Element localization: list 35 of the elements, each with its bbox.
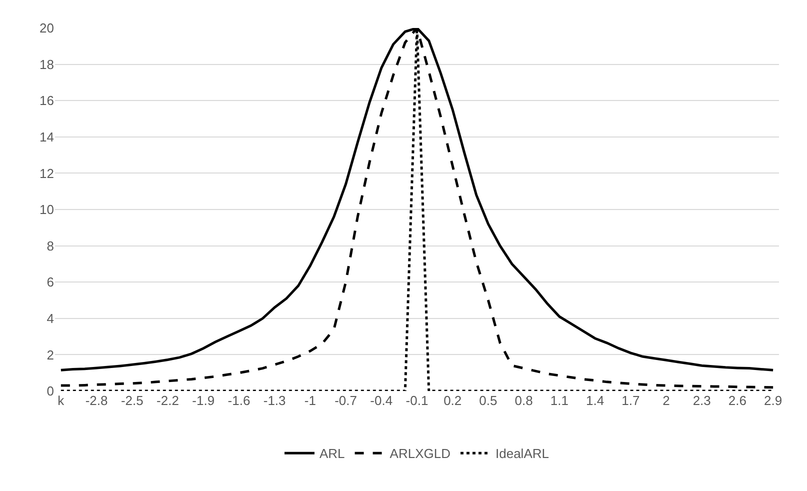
y-tick-label: 6 [46,274,54,290]
y-tick-label: 20 [40,20,54,36]
x-tick-label: -2.8 [85,393,108,408]
legend-label: ARLXGLD [390,446,450,462]
x-tick-label: -1 [304,393,316,408]
y-tick-label: 0 [46,384,54,399]
y-tick-label: 8 [46,238,54,254]
legend-label: IdealARL [496,446,549,462]
x-tick-label: 1.4 [586,393,604,408]
x-tick-label: 2 [662,393,670,408]
x-tick-label: -2.2 [156,393,179,408]
x-tick-label: -2.5 [120,393,144,408]
x-tick-label: 1.1 [550,393,568,408]
x-tick-label: 2.9 [764,393,782,408]
y-tick-label: 2 [46,347,54,362]
x-tick-label: 1.7 [622,393,640,408]
x-tick-label: 0.5 [479,393,498,408]
y-tick-label: 14 [40,129,54,144]
y-tick-label: 12 [40,166,54,181]
x-tick-label: -1.3 [263,393,286,408]
x-tick-label: -1.6 [228,393,250,408]
y-tick-label: 10 [40,202,54,218]
x-tick-label: k [58,393,65,408]
y-tick-label: 4 [46,310,54,326]
y-tick-label: 18 [40,56,54,72]
x-tick-label: -0.7 [334,393,357,408]
x-tick-label: -0.4 [370,393,393,408]
x-tick-label: 0.8 [514,393,533,408]
x-tick-label: -0.1 [406,393,428,408]
x-tick-label: -1.9 [192,393,215,408]
x-tick-label: 0.2 [444,393,462,408]
y-tick-label: 16 [40,93,54,108]
x-tick-label: 2.6 [728,393,746,408]
legend-label: ARL [320,446,345,462]
x-tick-label: 2.3 [692,393,711,408]
